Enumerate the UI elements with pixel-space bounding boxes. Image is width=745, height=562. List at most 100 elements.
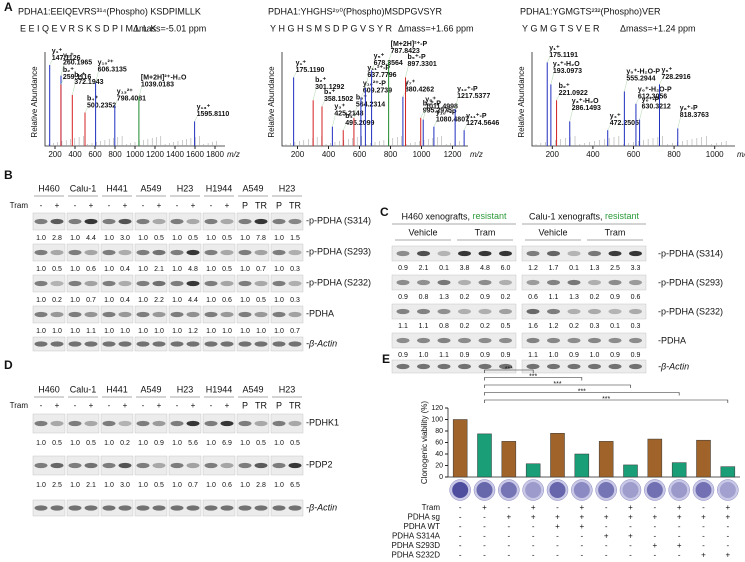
condition-sign: -	[483, 551, 486, 560]
blot-band	[238, 218, 252, 225]
treatment-label: Tram	[10, 401, 29, 410]
condition-sign: -	[726, 541, 729, 550]
blot-band	[34, 311, 48, 318]
peptide-sequence: YGMGTSVER	[522, 23, 602, 33]
blot-strip	[270, 336, 304, 352]
blot-band	[629, 363, 642, 370]
condition-label: Vehicle	[538, 227, 567, 237]
blot-band	[608, 363, 622, 370]
quant-value: 0.5	[52, 440, 62, 447]
blot-band	[204, 311, 218, 318]
quant-value: 7.8	[256, 235, 266, 242]
peptide-sequence: EEIQEVRSKSDPIMLLK	[20, 23, 159, 33]
quant-value: 1.3	[569, 294, 579, 301]
quant-value: 1.0	[240, 440, 250, 447]
blot-band	[50, 341, 64, 347]
condition-sign: -	[532, 551, 535, 560]
blot-band	[499, 250, 512, 257]
quant-value: 0.5	[52, 266, 62, 273]
lane-label: +	[123, 201, 128, 210]
condition-sign: -	[483, 513, 486, 522]
quant-value: 4.8	[188, 266, 198, 273]
cell-line: H23	[177, 384, 194, 394]
blot-strip	[32, 212, 66, 231]
quant-value: 0.9	[631, 352, 641, 359]
blot-band	[238, 280, 252, 287]
condition-sign: -	[556, 532, 559, 541]
blot-band	[50, 420, 64, 427]
blot-band	[396, 363, 410, 370]
blot-strip	[202, 274, 236, 293]
quant-value: 0.9	[480, 352, 490, 359]
quant-value: 1.0	[138, 297, 148, 304]
blot-band	[136, 280, 150, 287]
blot-strip	[521, 274, 647, 291]
condition-sign: -	[629, 551, 632, 560]
condition-sign: -	[532, 522, 535, 531]
condition-label: PDHA S232D	[392, 551, 441, 560]
significance-label: ***	[553, 381, 561, 388]
peak-leader	[95, 70, 99, 83]
blot-strip	[391, 245, 517, 262]
lane-label: -	[40, 401, 43, 410]
bar	[598, 441, 614, 478]
lane-label: P	[276, 200, 282, 210]
quant-value: 1.0	[256, 328, 266, 335]
ion-mass: 609.2739	[363, 87, 392, 94]
condition-sign: -	[459, 522, 462, 531]
condition-sign: +	[579, 503, 584, 512]
colony-well	[522, 479, 544, 501]
ion-label: y₈⁺-P	[680, 105, 698, 112]
blot-band	[152, 311, 166, 318]
blot-band	[238, 462, 252, 469]
significance-bracket	[484, 384, 631, 388]
blot-band	[547, 308, 560, 315]
quant-value: 0.8	[439, 323, 449, 330]
blot-band	[152, 218, 166, 225]
blot-band	[34, 420, 48, 427]
blot-band	[417, 337, 430, 344]
condition-label: PDHA S314A	[392, 532, 441, 541]
quant-value: 1.2	[188, 328, 198, 335]
x-tick-label: 1600	[186, 150, 204, 159]
xenograft-group: H460 xenografts, resistant	[401, 211, 507, 221]
condition-label: Tram	[475, 227, 496, 237]
ion-label: y₁⁺	[549, 45, 560, 52]
condition-sign: -	[580, 551, 583, 560]
significance-label: ***	[529, 373, 537, 380]
quant-value: 4.4	[86, 235, 96, 242]
ion-mass: 260.1965	[63, 59, 92, 66]
x-axis-label: m/z	[470, 150, 483, 159]
quant-value: 1.1	[528, 352, 538, 359]
blot-strip	[32, 243, 66, 262]
y-tick-label: 20	[435, 462, 443, 469]
ion-mass: 193.0973	[553, 68, 582, 75]
quant-value: 0.9	[398, 294, 408, 301]
peak-leader	[60, 78, 65, 85]
x-tick-label: 1400	[166, 150, 184, 159]
blot-strip	[100, 212, 134, 231]
significance-label: ***	[505, 366, 513, 373]
lane-label: +	[55, 201, 60, 210]
cell-line: A549	[140, 384, 161, 394]
quant-value: 0.8	[419, 294, 429, 301]
blot-band	[68, 218, 82, 225]
blot-band	[526, 308, 540, 315]
blot-strip	[270, 455, 304, 476]
quant-value: 0.3	[290, 266, 300, 273]
blot-band	[204, 462, 218, 469]
blot-band	[136, 218, 150, 225]
blot-band	[50, 462, 64, 469]
quant-value: 1.0	[206, 328, 216, 335]
ion-mass: 555.2944	[626, 75, 655, 82]
ion-label: y₃⁺	[334, 103, 345, 110]
panel-label: B	[4, 168, 13, 182]
blot-band	[170, 462, 184, 469]
quant-value: 1.6	[528, 323, 538, 330]
quant-value: 1.0	[549, 352, 559, 359]
quant-value: 0.7	[188, 482, 198, 489]
blot-band	[238, 311, 252, 318]
condition-sign: -	[702, 522, 705, 531]
blot-strip	[66, 274, 100, 293]
lane-label: -	[108, 401, 111, 410]
